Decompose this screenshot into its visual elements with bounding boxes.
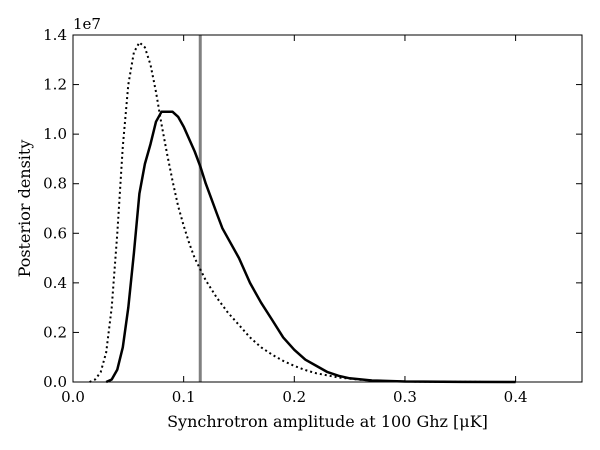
tick-labels: 0.0 0.1 0.2 0.3 0.4 0.0 0.2 0.4 0.6 0.8 1.0 1.2 1.4 (43, 26, 527, 406)
x-tick-label: 0.0 (61, 388, 85, 406)
plot-area (89, 35, 516, 384)
y-axis-label: Posterior density (15, 140, 34, 278)
plot-frame (72, 34, 583, 383)
x-tick-label: 0.1 (172, 388, 196, 406)
y-tick-label: 1.4 (43, 26, 67, 44)
y-tick-label: 0.6 (43, 224, 67, 242)
y-tick-label: 0.8 (43, 175, 67, 193)
series-line-dotted (89, 41, 516, 383)
x-axis-label: Synchrotron amplitude at 100 Ghz [μK] (167, 412, 488, 431)
series-line-solid (105, 110, 516, 384)
x-tick-label: 0.3 (393, 388, 417, 406)
y-tick-label: 1.2 (43, 76, 67, 94)
y-tick-label: 0.4 (43, 274, 67, 292)
y-tick-label: 0.2 (43, 323, 67, 341)
x-tick-label: 0.2 (282, 388, 306, 406)
x-tick-label: 0.4 (504, 388, 528, 406)
y-tick-label: 0.0 (43, 373, 67, 391)
y-tick-label: 1.0 (43, 125, 67, 143)
y-offset-label: 1e7 (73, 15, 101, 33)
